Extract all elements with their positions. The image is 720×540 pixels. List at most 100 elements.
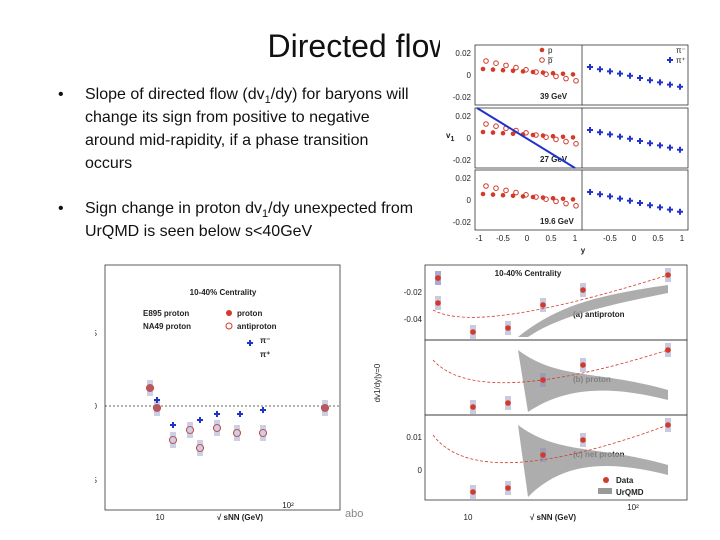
marker <box>523 192 529 198</box>
marker <box>667 206 673 213</box>
error-band <box>234 425 240 441</box>
plot-title: 10-40% Centrality <box>495 269 562 278</box>
marker <box>480 66 486 72</box>
x-tick-label: -1 <box>475 234 483 243</box>
marker <box>500 192 506 198</box>
slide-title: Directed flow <box>267 28 453 64</box>
x-tick-label: 0 <box>632 234 637 243</box>
panel-frame <box>474 169 689 231</box>
legend-label: π⁺ <box>260 350 270 359</box>
x-tick-label: 10 <box>464 513 473 522</box>
marker <box>493 60 499 67</box>
marker <box>667 81 673 88</box>
marker <box>533 69 539 75</box>
marker <box>500 130 506 136</box>
text: v <box>446 131 451 140</box>
marker <box>483 183 489 189</box>
legend-label: E895 proton <box>143 309 189 318</box>
error-band <box>260 425 266 441</box>
marker <box>677 146 683 153</box>
panel-label: 27 GeV <box>540 155 568 164</box>
marker <box>580 362 586 368</box>
y-tick-label: 0 <box>418 466 423 475</box>
marker <box>505 325 511 331</box>
error-band <box>147 380 153 396</box>
text: /dy) for baryons will change its sign fr… <box>85 86 409 172</box>
marker <box>570 72 576 77</box>
urqmd-band <box>518 425 668 497</box>
marker <box>259 429 267 437</box>
subscript: 1 <box>262 208 269 221</box>
marker <box>563 138 569 145</box>
error-band <box>187 422 193 438</box>
marker <box>247 340 253 346</box>
marker <box>170 422 176 428</box>
marker <box>197 417 203 423</box>
marker <box>523 130 529 136</box>
marker <box>617 195 623 202</box>
marker <box>533 194 539 200</box>
marker <box>493 123 499 129</box>
fit-curve <box>432 274 669 318</box>
marker <box>490 130 496 135</box>
x-tick-label: 0 <box>525 234 530 243</box>
legend-swatch <box>598 488 612 494</box>
marker <box>226 310 232 316</box>
marker <box>607 131 613 138</box>
plot-title: 10-40% Centrality <box>190 288 257 297</box>
marker <box>580 287 586 293</box>
marker <box>573 78 579 84</box>
marker <box>480 191 486 197</box>
y-tick-label: 0 <box>467 71 472 80</box>
marker <box>560 71 566 77</box>
marker <box>560 134 566 140</box>
marker <box>154 397 160 403</box>
marker <box>553 136 559 143</box>
panel-label: 39 GeV <box>540 92 568 101</box>
legend-label: p <box>548 46 553 55</box>
plot-frame <box>104 264 341 511</box>
marker <box>563 200 569 207</box>
marker <box>665 272 671 278</box>
marker <box>505 400 511 406</box>
legend-label: NA49 proton <box>143 322 191 331</box>
marker <box>470 404 476 410</box>
marker <box>597 191 603 198</box>
bullet-text: Slope of directed flow (dv1/dy) for bary… <box>85 83 415 175</box>
marker <box>500 67 506 73</box>
panel-frame <box>474 107 689 169</box>
y-tick-label: 0.05 <box>95 329 98 338</box>
y-tick-label: 0.02 <box>455 112 471 121</box>
marker <box>647 202 653 209</box>
marker <box>533 132 539 138</box>
x-axis-label: √ sNN (GeV) <box>530 513 577 522</box>
y-tick-label: 0 <box>467 196 472 205</box>
marker <box>573 203 579 209</box>
legend-label: π⁻ <box>676 46 686 55</box>
marker <box>647 77 653 84</box>
marker <box>637 200 643 206</box>
marker <box>677 83 683 90</box>
panel-frame <box>474 44 689 106</box>
bullet-dot: • <box>58 200 64 217</box>
marker <box>540 302 546 308</box>
marker <box>470 329 476 335</box>
text: Slope of directed flow (dv <box>85 86 265 103</box>
bullet-dot: • <box>58 86 64 103</box>
marker <box>543 196 549 202</box>
marker <box>513 189 519 196</box>
marker <box>540 452 546 458</box>
error-band <box>322 400 328 416</box>
marker <box>553 198 559 205</box>
x-tick-label: 0.5 <box>545 234 557 243</box>
marker <box>505 485 511 491</box>
marker <box>657 142 663 149</box>
marker <box>539 57 545 63</box>
x-tick-label: 1 <box>573 234 578 243</box>
marker <box>213 424 221 432</box>
marker <box>627 72 633 79</box>
marker <box>627 197 633 204</box>
marker <box>560 196 566 202</box>
marker <box>647 140 653 147</box>
marker <box>637 75 643 81</box>
